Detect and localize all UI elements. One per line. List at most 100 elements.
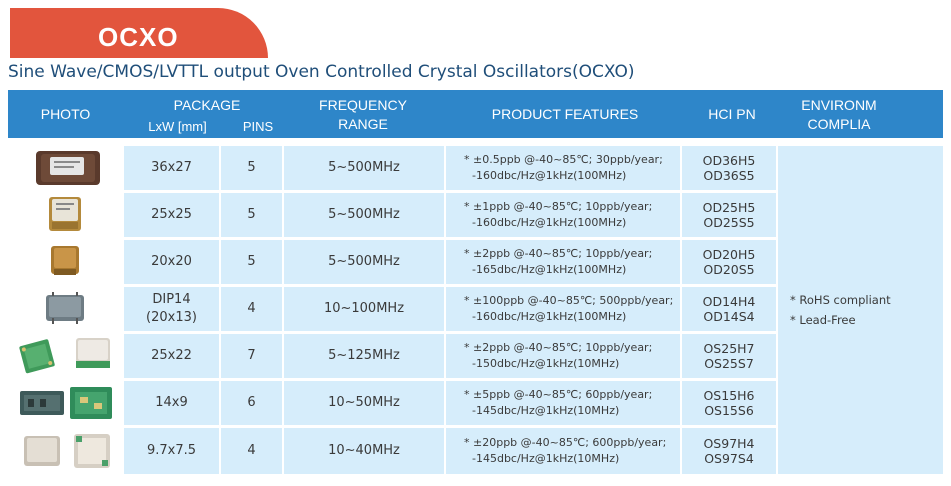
frequency-range: 10~40MHz [284, 428, 444, 474]
package-size-detail: (20x13) [146, 310, 197, 325]
frequency-text: 5~500MHz [328, 254, 400, 269]
product-photo [8, 334, 122, 378]
package-size: 36x27 [124, 146, 219, 190]
header-package: PACKAGE [173, 97, 241, 113]
header-product-features: PRODUCT FEATURES [491, 106, 639, 122]
feature-stability: * ±1ppb @-40~85℃; 10ppb/year; [464, 200, 653, 213]
header-photo: PHOTO [40, 106, 91, 122]
frequency-text: 10~40MHz [328, 443, 400, 458]
pins-text: 5 [247, 207, 256, 222]
product-features: * ±100ppb @-40~85℃; 500ppb/year; -160dbc/… [446, 287, 680, 331]
pins-text: 6 [247, 395, 256, 410]
part-number-s: OD14S4 [703, 309, 755, 324]
ocxo-9.7x7.5-image [24, 434, 110, 468]
package-size: DIP14 (20x13) [124, 287, 219, 331]
frequency-range: 5~500MHz [284, 146, 444, 190]
package-size-text: 20x20 [151, 254, 192, 269]
package-size: 9.7x7.5 [124, 428, 219, 474]
pins-count: 4 [221, 428, 282, 474]
pins-count: 4 [221, 287, 282, 331]
part-number-h: OS25H7 [703, 341, 755, 356]
part-number-s: OS15S6 [704, 403, 754, 418]
product-photo [8, 240, 122, 284]
package-size-text: 14x9 [155, 395, 188, 410]
banner-title: OCXO [98, 22, 179, 52]
package-size: 25x22 [124, 334, 219, 378]
product-photo [8, 287, 122, 331]
hci-part-numbers: OD36H5 OD36S5 [682, 146, 776, 190]
frequency-text: 5~500MHz [328, 160, 400, 175]
frequency-range: 5~500MHz [284, 193, 444, 237]
header-lxw: LxW [mm] [148, 119, 207, 134]
feature-phase-noise: -160dbc/Hz@1kHz(100MHz) [472, 310, 627, 323]
ocxo-25x25-image [49, 197, 81, 231]
feature-stability: * ±20ppb @-40~85℃; 600ppb/year; [464, 436, 667, 449]
package-size-text: 25x22 [151, 348, 192, 363]
frequency-text: 5~500MHz [328, 207, 400, 222]
package-size: 25x25 [124, 193, 219, 237]
header-environment: ENVIRONM [801, 97, 877, 113]
ocxo-25x22-image [19, 338, 110, 374]
frequency-text: 10~100MHz [323, 301, 405, 316]
header-range: RANGE [338, 116, 388, 132]
feature-phase-noise: -145dbc/Hz@1kHz(10MHz) [472, 452, 620, 465]
header-hci-pn: HCI PN [708, 106, 756, 122]
package-size-text: DIP14 [152, 292, 191, 307]
category-banner: OCXO [10, 8, 268, 58]
feature-phase-noise: -150dbc/Hz@1kHz(10MHz) [472, 357, 620, 370]
pins-count: 6 [221, 381, 282, 425]
page-subtitle: Sine Wave/CMOS/LVTTL output Oven Control… [8, 62, 635, 82]
ocxo-dip14-image [46, 292, 84, 324]
header-compliance: COMPLIA [807, 116, 871, 132]
product-features: * ±5ppb @-40~85℃; 60ppb/year; -145dbc/Hz@… [446, 381, 680, 425]
product-features: * ±1ppb @-40~85℃; 10ppb/year; -160dbc/Hz@… [446, 193, 680, 237]
package-size-text: 25x25 [151, 207, 192, 222]
part-number-s: OS25S7 [704, 356, 754, 371]
frequency-range: 10~100MHz [284, 287, 444, 331]
pins-text: 5 [247, 254, 256, 269]
hci-part-numbers: OD14H4 OD14S4 [682, 287, 776, 331]
feature-stability: * ±100ppb @-40~85℃; 500ppb/year; [464, 294, 674, 307]
header-pins: PINS [242, 119, 274, 134]
feature-stability: * ±2ppb @-40~85℃; 10ppb/year; [464, 341, 653, 354]
pins-text: 4 [247, 301, 256, 316]
part-number-h: OD25H5 [702, 200, 756, 215]
pins-count: 5 [221, 193, 282, 237]
part-number-s: OD36S5 [703, 168, 755, 183]
feature-phase-noise: -145dbc/Hz@1kHz(10MHz) [472, 404, 620, 417]
part-number-s: OS97S4 [704, 451, 754, 466]
rohs-compliant: * RoHS compliant [790, 293, 891, 307]
product-photo [8, 193, 122, 237]
frequency-range: 5~500MHz [284, 240, 444, 284]
package-size-text: 9.7x7.5 [146, 443, 197, 458]
environmental-compliance: * RoHS compliant * Lead-Free [778, 146, 943, 474]
lead-free: * Lead-Free [790, 313, 856, 327]
package-size: 20x20 [124, 240, 219, 284]
hci-part-numbers: OS15H6 OS15S6 [682, 381, 776, 425]
package-size: 14x9 [124, 381, 219, 425]
pins-count: 5 [221, 240, 282, 284]
part-number-h: OD20H5 [702, 247, 756, 262]
frequency-text: 10~50MHz [328, 395, 400, 410]
header-frequency: FREQUENCY [319, 97, 407, 113]
table-header: PHOTO PACKAGE LxW [mm] PINS FREQUENCY RA… [8, 90, 943, 138]
ocxo-36x27-image [36, 151, 100, 185]
pins-count: 7 [221, 334, 282, 378]
feature-stability: * ±5ppb @-40~85℃; 60ppb/year; [464, 388, 653, 401]
frequency-range: 10~50MHz [284, 381, 444, 425]
feature-stability: * ±2ppb @-40~85℃; 10ppb/year; [464, 247, 653, 260]
feature-stability: * ±0.5ppb @-40~85℃; 30ppb/year; [464, 153, 663, 166]
part-number-h: OD14H4 [702, 294, 756, 309]
part-number-s: OD25S5 [703, 215, 755, 230]
feature-phase-noise: -160dbc/Hz@1kHz(100MHz) [472, 216, 627, 229]
product-features: * ±2ppb @-40~85℃; 10ppb/year; -150dbc/Hz@… [446, 334, 680, 378]
hci-part-numbers: OS25H7 OS25S7 [682, 334, 776, 378]
feature-phase-noise: -160dbc/Hz@1kHz(100MHz) [472, 169, 627, 182]
product-photo [8, 381, 122, 425]
hci-part-numbers: OS97H4 OS97S4 [682, 428, 776, 474]
product-features: * ±20ppb @-40~85℃; 600ppb/year; -145dbc/H… [446, 428, 680, 474]
product-photo [8, 428, 122, 474]
ocxo-20x20-image [51, 246, 79, 275]
part-number-h: OS97H4 [703, 436, 755, 451]
pins-text: 5 [247, 160, 256, 175]
